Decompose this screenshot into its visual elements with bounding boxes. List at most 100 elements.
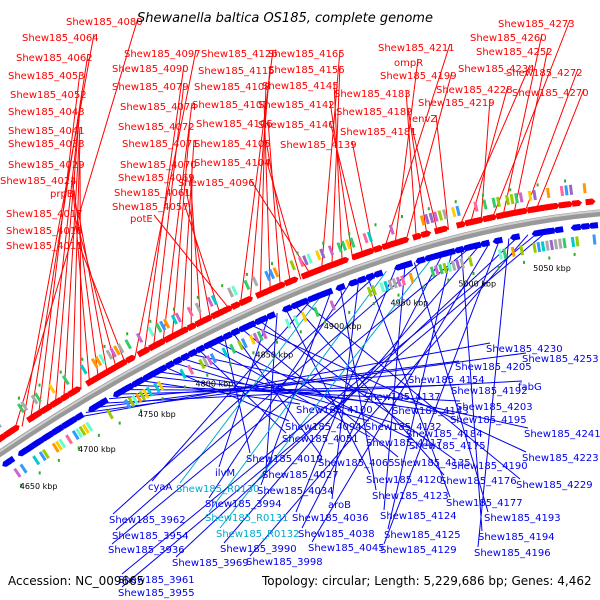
category-feature	[251, 276, 259, 287]
leader-line	[331, 65, 341, 268]
reverse-gene-feature	[222, 331, 233, 340]
category-feature	[124, 339, 132, 350]
gene-label: Shew185_4011	[6, 241, 83, 252]
category-feature	[497, 249, 503, 260]
category-feature	[272, 267, 280, 278]
reverse-gene-feature	[322, 287, 334, 296]
category-feature	[297, 256, 305, 268]
category-feature	[147, 326, 155, 337]
leader-line	[71, 176, 91, 385]
tick-label: 5000 kbp	[458, 279, 496, 288]
category-feature	[451, 206, 457, 218]
leader-line	[320, 49, 341, 272]
category-feature	[575, 236, 580, 247]
category-feature	[562, 237, 567, 249]
category-feature	[205, 355, 214, 366]
reverse-gene-feature	[229, 327, 241, 336]
category-feature	[0, 418, 2, 429]
leader-line	[383, 240, 500, 545]
leader-line	[301, 253, 443, 529]
reverse-gene-feature	[179, 352, 190, 361]
gene-label: Shew185_4070	[120, 160, 197, 171]
gene-label: Shew185_4105	[194, 139, 271, 150]
category-feature	[260, 329, 268, 340]
gene-label: Shew185_4203	[456, 402, 533, 413]
gene-label: Shew185_4175	[409, 441, 486, 452]
gc-mark	[481, 193, 484, 197]
category-feature	[82, 423, 90, 434]
gene-label: Shew185_4195	[450, 415, 527, 426]
gene-label: Shew185_4107	[192, 100, 269, 111]
forward-gene-feature	[364, 247, 375, 256]
reverse-gene-feature	[445, 248, 456, 256]
forward-gene-feature	[571, 199, 583, 207]
gene-label: Shew185_4034	[257, 486, 334, 497]
forward-gene-feature	[275, 281, 287, 290]
category-feature	[545, 187, 551, 199]
category-feature	[424, 213, 430, 225]
gc-mark	[523, 260, 525, 264]
gene-label: Shew185_4184	[406, 429, 483, 440]
category-feature	[248, 334, 256, 345]
category-feature	[174, 312, 182, 323]
forward-gene-feature	[473, 216, 485, 225]
gene-label: Shew185_4108	[194, 82, 271, 93]
leader-line	[183, 202, 221, 315]
category-feature	[116, 343, 125, 354]
reverse-gene-feature	[214, 335, 225, 344]
gene-label: Shew185_4253	[522, 354, 599, 365]
leader-line	[171, 122, 191, 339]
forward-gene-feature	[202, 314, 213, 324]
leader-line	[77, 241, 127, 365]
gene-label: Shew185_4038	[298, 529, 375, 540]
category-feature	[568, 184, 574, 195]
gene-label: Shew185_4019	[246, 454, 323, 465]
category-feature	[162, 318, 171, 329]
category-feature	[210, 294, 218, 306]
leader-line	[383, 265, 406, 511]
leader-line	[157, 371, 455, 415]
gene-label: Shew185_4079	[112, 82, 189, 93]
category-feature	[570, 236, 576, 248]
leader-line	[151, 297, 314, 482]
reverse-gene-feature	[544, 227, 555, 235]
category-feature	[58, 438, 67, 449]
gene-label: Shew185_4234	[458, 64, 535, 75]
category-feature	[582, 183, 587, 194]
category-feature	[202, 356, 210, 368]
gene-label: Shew185_4115	[198, 66, 275, 77]
leader-line	[285, 309, 371, 475]
category-feature	[138, 390, 147, 401]
gene-label: Shew185_4016	[6, 226, 83, 237]
forward-gene-feature	[338, 256, 350, 265]
category-feature	[284, 318, 292, 329]
forward-gene-feature	[242, 295, 254, 305]
forward-gene-feature	[372, 245, 384, 253]
category-feature	[134, 392, 143, 403]
category-feature	[387, 279, 394, 290]
category-feature	[71, 430, 80, 441]
leader-line	[190, 353, 529, 429]
leader-line	[333, 81, 343, 264]
reverse-gene-feature	[364, 272, 376, 281]
leader-line	[480, 98, 491, 222]
reverse-gene-feature	[509, 233, 521, 241]
gc-mark	[322, 241, 325, 245]
category-feature	[33, 392, 42, 403]
category-feature	[142, 388, 150, 399]
gene-label: Shew185_3954	[112, 531, 189, 542]
category-feature	[442, 262, 448, 274]
leader-line	[46, 90, 83, 411]
gene-label: prpB	[50, 189, 74, 200]
gc-mark	[536, 183, 539, 187]
gc-mark	[348, 232, 351, 236]
forward-gene-feature	[562, 201, 574, 208]
category-feature	[306, 253, 313, 264]
gc-mark	[323, 320, 326, 324]
gc-mark	[296, 251, 299, 255]
category-feature	[467, 256, 474, 267]
gene-label: ilvM	[215, 468, 235, 479]
category-feature	[379, 282, 386, 293]
category-feature	[209, 353, 217, 364]
gene-label: Shew185_4017	[6, 209, 83, 220]
